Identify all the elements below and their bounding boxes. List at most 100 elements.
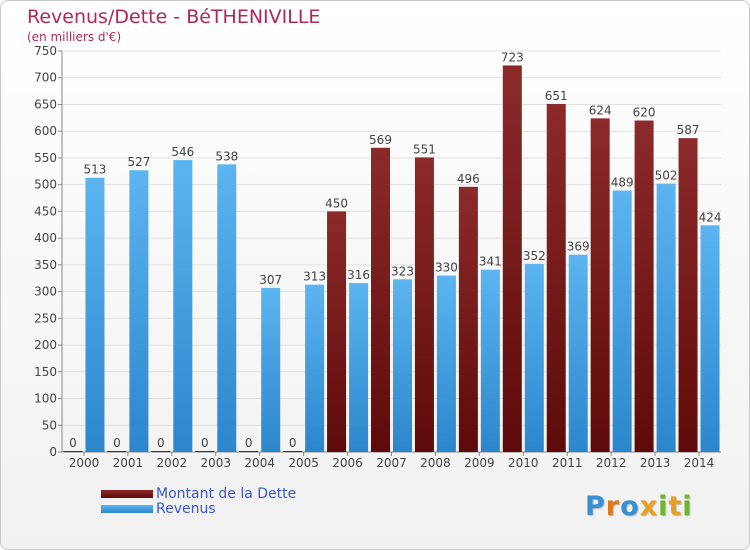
data-label-dette: 587 — [677, 123, 700, 137]
x-tick-label: 2011 — [552, 456, 583, 470]
data-label-dette: 0 — [201, 436, 209, 450]
bar-dette — [371, 147, 390, 453]
logo-letter: o — [620, 491, 640, 522]
bar-revenus — [480, 269, 500, 452]
bar-dette — [239, 451, 259, 452]
x-tick-label: 2010 — [508, 456, 539, 470]
data-label-revenus: 424 — [699, 210, 722, 224]
y-tick-label: 600 — [34, 124, 57, 138]
bar-revenus — [568, 254, 588, 452]
data-label-dette: 0 — [245, 436, 253, 450]
bar-dette — [63, 451, 83, 452]
data-label-dette: 624 — [589, 103, 612, 117]
x-tick-label: 2006 — [332, 456, 363, 470]
bar-revenus — [85, 177, 105, 452]
data-label-revenus: 527 — [127, 155, 150, 169]
bar-dette — [195, 451, 215, 452]
logo-letter: i — [658, 491, 669, 522]
y-tick-label: 300 — [34, 285, 57, 299]
y-tick-label: 700 — [34, 71, 57, 85]
bar-dette — [502, 65, 522, 452]
y-tick-label: 250 — [34, 311, 57, 325]
y-tick-label: 500 — [34, 178, 57, 192]
data-label-dette: 569 — [369, 133, 392, 147]
data-label-revenus: 513 — [84, 163, 107, 177]
bar-dette — [634, 120, 654, 453]
legend-swatch-revenus — [101, 505, 153, 513]
chart-subtitle: (en milliers d'€) — [27, 30, 122, 44]
bar-dette — [414, 157, 434, 452]
bar-dette — [678, 138, 698, 452]
legend-label-revenus: Revenus — [156, 501, 216, 517]
bar-revenus — [700, 225, 720, 452]
logo-letter: x — [639, 491, 659, 522]
data-label-dette: 651 — [545, 89, 568, 103]
bar-dette — [283, 451, 303, 452]
data-label-revenus: 502 — [655, 169, 678, 183]
x-tick-label: 2009 — [464, 456, 495, 470]
data-label-revenus: 313 — [303, 270, 326, 284]
x-tick-label: 2004 — [244, 456, 275, 470]
x-tick-label: 2012 — [596, 456, 627, 470]
proxiti-logo: Proxiti — [585, 491, 693, 522]
y-tick-label: 550 — [34, 151, 57, 165]
y-tick-label: 350 — [34, 258, 57, 272]
data-label-revenus: 316 — [347, 268, 370, 282]
data-label-dette: 723 — [501, 50, 524, 64]
logo-letter: P — [585, 491, 606, 522]
bar-dette — [458, 186, 478, 452]
bar-dette — [327, 211, 347, 452]
data-label-revenus: 369 — [567, 240, 590, 254]
data-label-revenus: 341 — [479, 255, 502, 269]
y-tick-label: 150 — [34, 365, 57, 379]
bar-dette — [546, 103, 566, 452]
bar-revenus — [261, 287, 281, 452]
logo-letter: t — [668, 491, 683, 522]
logo-letter: i — [682, 491, 693, 522]
x-tick-label: 2013 — [640, 456, 671, 470]
data-label-dette: 0 — [289, 436, 297, 450]
data-label-dette: 496 — [457, 172, 480, 186]
logo-letter: r — [605, 491, 621, 522]
data-label-dette: 620 — [633, 106, 656, 120]
data-label-revenus: 323 — [391, 264, 414, 278]
bar-revenus — [393, 279, 412, 452]
x-tick-label: 2007 — [376, 456, 407, 470]
x-tick-label: 2002 — [157, 456, 188, 470]
data-label-dette: 0 — [69, 436, 77, 450]
bar-revenus — [436, 275, 456, 452]
data-label-dette: 0 — [113, 436, 121, 450]
y-tick-label: 0 — [49, 445, 57, 459]
data-label-revenus: 352 — [523, 249, 546, 263]
data-label-dette: 0 — [157, 436, 165, 450]
bar-revenus — [656, 183, 676, 452]
x-tick-label: 2014 — [684, 456, 715, 470]
data-label-dette: 450 — [325, 196, 348, 210]
chart-title: Revenus/Dette - BéTHENIVILLE — [27, 6, 321, 28]
bar-revenus — [612, 190, 632, 452]
bar-dette — [590, 118, 610, 453]
y-tick-label: 100 — [34, 392, 57, 406]
y-tick-label: 650 — [34, 97, 57, 111]
x-tick-label: 2003 — [200, 456, 231, 470]
x-tick-label: 2005 — [288, 456, 319, 470]
bar-revenus — [129, 170, 149, 453]
bar-revenus — [217, 164, 237, 452]
y-tick-label: 200 — [34, 338, 57, 352]
y-tick-label: 750 — [34, 44, 57, 58]
x-tick-label: 2008 — [420, 456, 451, 470]
data-label-revenus: 546 — [171, 145, 194, 159]
bar-revenus — [524, 263, 544, 452]
data-label-revenus: 307 — [259, 273, 282, 287]
legend-swatch-dette — [101, 490, 153, 498]
bar-revenus — [305, 284, 325, 452]
y-tick-label: 450 — [34, 204, 57, 218]
data-label-revenus: 538 — [215, 149, 238, 163]
bar-dette — [151, 451, 171, 452]
data-label-dette: 551 — [413, 142, 436, 156]
data-label-revenus: 330 — [435, 261, 458, 275]
bar-dette — [107, 451, 127, 452]
legend-label-dette: Montant de la Dette — [156, 486, 297, 502]
